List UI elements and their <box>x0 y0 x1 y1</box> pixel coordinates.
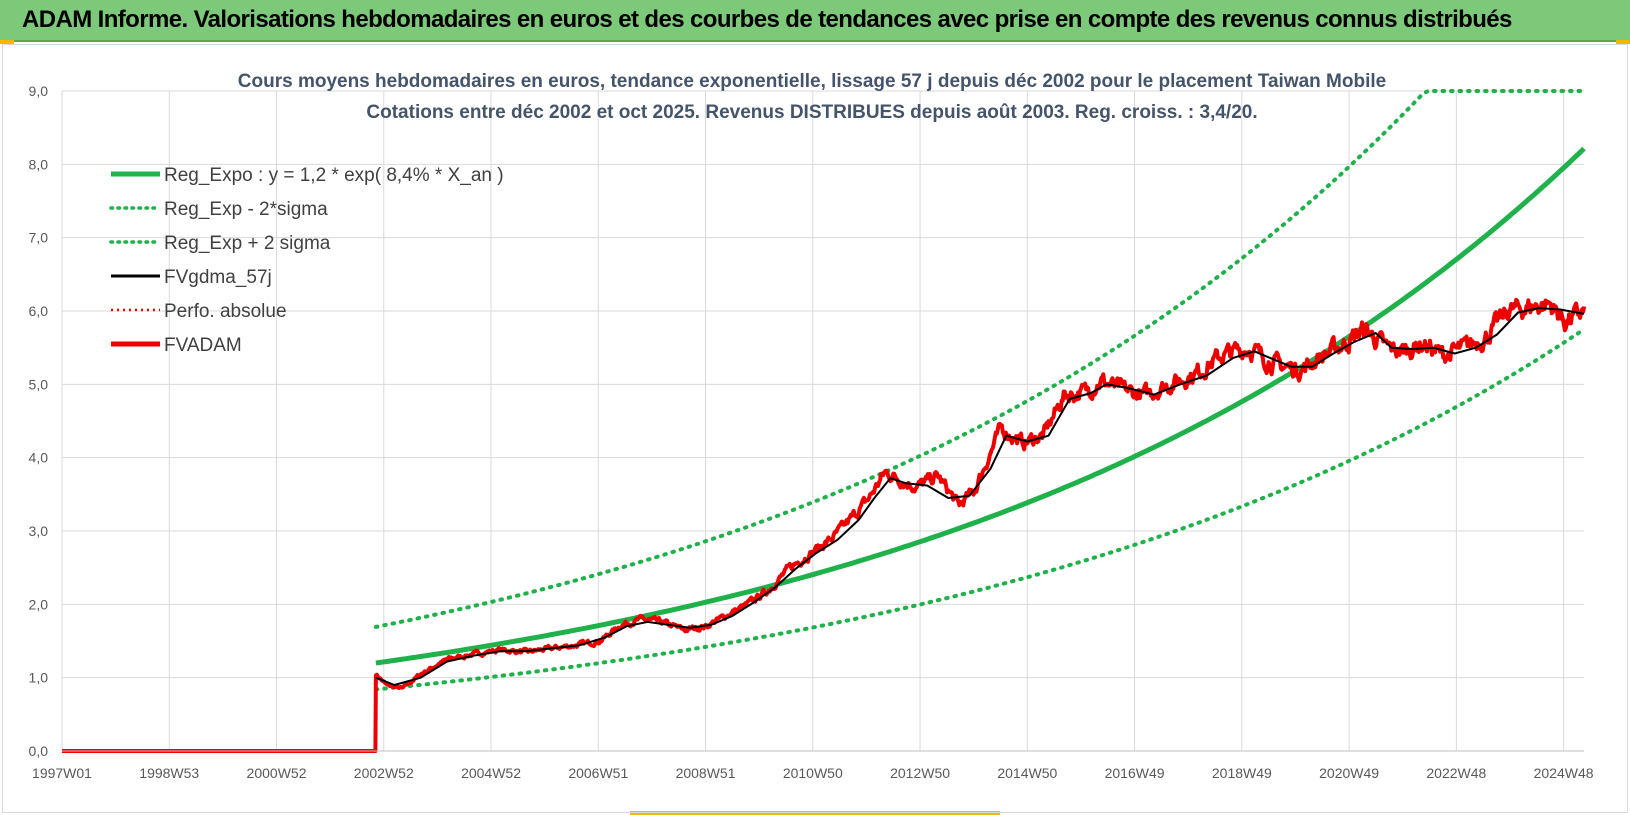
y-tick-label: 7,0 <box>29 230 49 246</box>
y-tick-label: 2,0 <box>29 596 49 612</box>
x-tick-label: 2002W52 <box>354 765 414 781</box>
x-tick-label: 2020W49 <box>1319 765 1379 781</box>
x-tick-label: 2016W49 <box>1105 765 1165 781</box>
series-reg-exp-minus <box>373 327 1586 692</box>
chart-frame <box>2 44 1628 813</box>
x-tick-label: 2022W48 <box>1426 765 1486 781</box>
y-tick-label: 3,0 <box>29 523 49 539</box>
y-tick-label: 6,0 <box>29 303 49 319</box>
legend-label-fvgdma: FVgdma_57j <box>164 267 272 288</box>
legend-label-reg-expo: Reg_Expo : y = 1,2 * exp( 8,4% * X_an ) <box>164 165 504 186</box>
series-reg-exp-plus <box>373 89 1586 629</box>
x-tick-label: 2006W51 <box>568 765 628 781</box>
x-tick-label: 1998W53 <box>139 765 199 781</box>
series-reg-expo <box>375 146 1586 666</box>
series-layer <box>62 89 1587 753</box>
legend-label-reg-exp-plus: Reg_Exp + 2 sigma <box>164 233 331 254</box>
corner-mark-left <box>0 40 14 44</box>
x-tick-label: 2000W52 <box>247 765 307 781</box>
corner-mark-bottom <box>630 811 1000 815</box>
y-tick-label: 0,0 <box>29 743 49 759</box>
y-tick-label: 1,0 <box>29 670 49 686</box>
x-tick-label: 2010W50 <box>783 765 843 781</box>
x-tick-label: 2008W51 <box>676 765 736 781</box>
y-tick-label: 5,0 <box>29 376 49 392</box>
header-bar: ADAM Informe. Valorisations hebdomadaire… <box>0 0 1630 42</box>
x-tick-label: 2014W50 <box>997 765 1057 781</box>
chart-title-line-2: Cotations entre déc 2002 et oct 2025. Re… <box>366 102 1257 123</box>
legend-label-reg-exp-minus: Reg_Exp - 2*sigma <box>164 199 328 220</box>
x-tick-label: 2004W52 <box>461 765 521 781</box>
y-tick-label: 4,0 <box>29 450 49 466</box>
grid-layer <box>61 90 1584 752</box>
legend-label-perfo-absolue: Perfo. absolue <box>164 301 287 322</box>
x-tick-label: 2012W50 <box>890 765 950 781</box>
header-title: ADAM Informe. Valorisations hebdomadaire… <box>22 6 1512 33</box>
series-fvadam <box>62 297 1587 753</box>
y-tick-label: 8,0 <box>29 156 49 172</box>
series-fvgdma-57j <box>375 307 1585 686</box>
chart-title-line-1: Cours moyens hebdomadaires en euros, ten… <box>238 71 1386 92</box>
x-tick-label: 1997W01 <box>32 765 92 781</box>
legend-label-fvadam: FVADAM <box>164 335 242 356</box>
axis-layer: 0,0 1,0 2,0 3,0 4,0 5,0 6,0 7,0 8,0 9,0 1997W01 199… <box>29 83 1594 781</box>
x-tick-label: 2018W49 <box>1212 765 1272 781</box>
corner-mark-right <box>1616 40 1630 44</box>
legend: Reg_Expo : y = 1,2 * exp( 8,4% * X_an ) … <box>109 165 504 356</box>
y-tick-label: 9,0 <box>29 83 49 99</box>
x-tick-label: 2024W48 <box>1534 765 1594 781</box>
